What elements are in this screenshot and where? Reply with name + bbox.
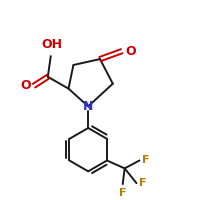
Text: N: N xyxy=(83,100,93,113)
Text: OH: OH xyxy=(41,38,62,51)
Text: F: F xyxy=(119,188,126,198)
Text: O: O xyxy=(20,79,31,92)
Text: F: F xyxy=(139,178,147,188)
Text: F: F xyxy=(142,155,150,165)
Text: O: O xyxy=(126,45,136,58)
